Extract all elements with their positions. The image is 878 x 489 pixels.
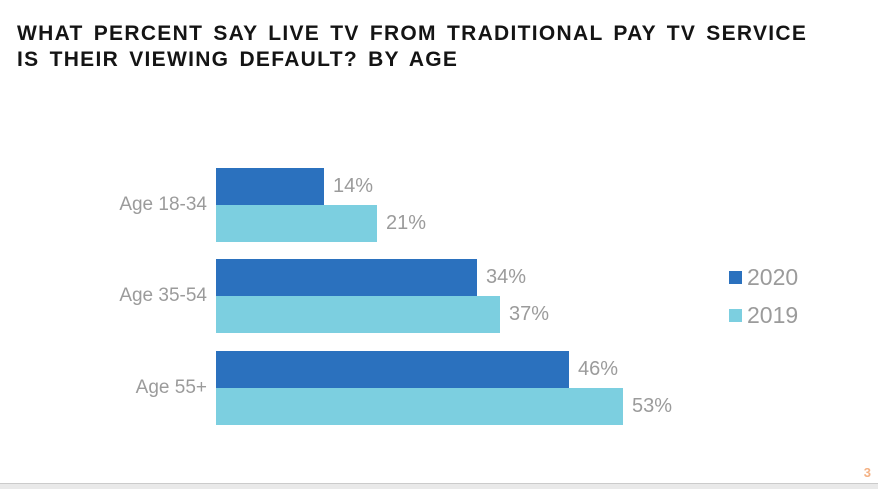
- legend-item-2020: 2020: [729, 263, 798, 291]
- bar-2020-age-55: [216, 351, 569, 388]
- chart-title: WHAT PERCENT SAY LIVE TV FROM TRADITIONA…: [17, 21, 847, 73]
- bar-2019-age-35-54: [216, 296, 500, 333]
- legend-label-2019: 2019: [747, 301, 799, 328]
- category-label-age-35-54: Age 35-54: [119, 285, 207, 306]
- category-label-age-18-34: Age 18-34: [119, 194, 207, 215]
- bar-2019-age-18-34: [216, 205, 377, 242]
- value-label-2019-age-55: 53%: [632, 395, 673, 417]
- value-label-2020-age-18-34: 14%: [333, 175, 374, 197]
- legend-swatch-2020-icon: [729, 270, 742, 284]
- value-label-2020-age-35-54: 34%: [486, 266, 527, 288]
- bar-2019-age-55: [216, 388, 623, 425]
- legend-swatch-2019-icon: [729, 308, 742, 322]
- chart-title-line1: WHAT PERCENT SAY LIVE TV FROM TRADITIONA…: [17, 22, 808, 45]
- chart-legend: 2020 2019: [729, 263, 798, 339]
- bar-2020-age-35-54: [216, 259, 477, 296]
- chart-title-line2: IS THEIR VIEWING DEFAULT? BY AGE: [17, 48, 459, 71]
- legend-label-2020: 2020: [747, 263, 799, 290]
- category-label-age-55: Age 55+: [135, 377, 207, 398]
- footer-strip: [0, 483, 878, 489]
- page-number: 3: [863, 465, 871, 480]
- legend-item-2019: 2019: [729, 301, 798, 329]
- bar-2020-age-18-34: [216, 168, 324, 205]
- value-label-2020-age-55: 46%: [578, 358, 619, 380]
- value-label-2019-age-18-34: 21%: [386, 212, 427, 234]
- value-label-2019-age-35-54: 37%: [509, 303, 550, 325]
